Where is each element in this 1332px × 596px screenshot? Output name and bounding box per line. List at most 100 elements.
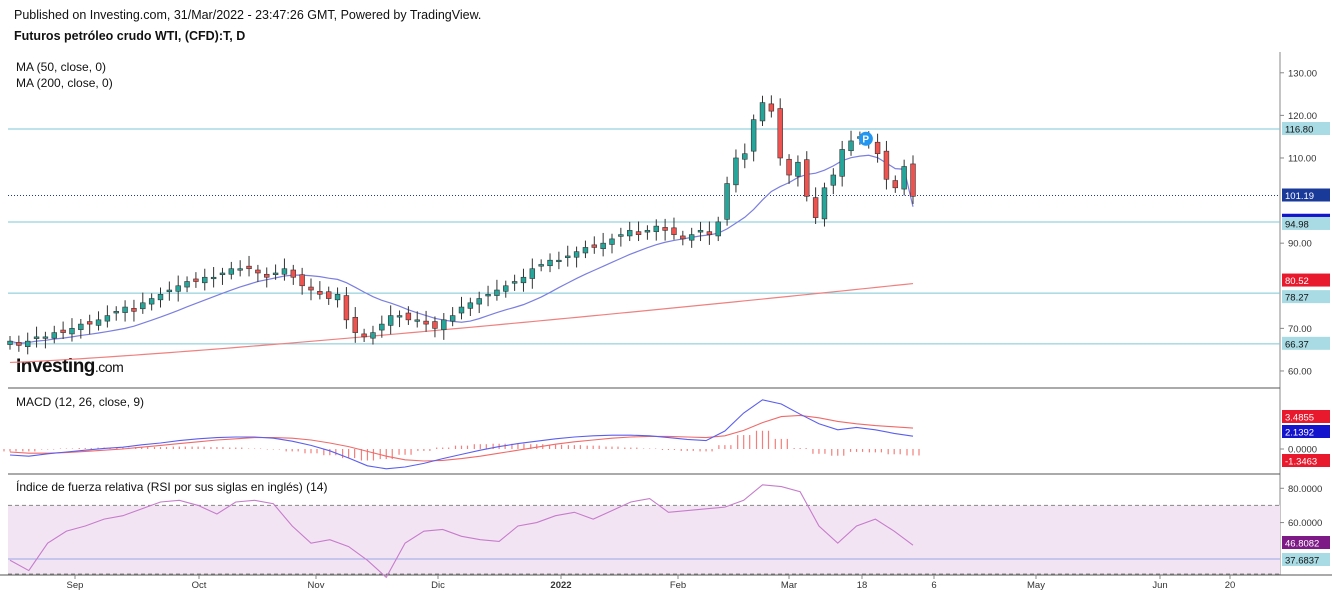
candle <box>343 295 350 321</box>
candle <box>874 141 881 155</box>
candle <box>86 321 93 325</box>
candle <box>441 319 447 330</box>
candle <box>635 231 642 235</box>
candle <box>812 197 819 218</box>
price-badge-label: 94.98 <box>1285 219 1309 230</box>
macd-legend: MACD (12, 26, close, 9) <box>16 395 145 409</box>
price-badge-label: 78.27 <box>1285 293 1309 304</box>
time-tick-label: 2022 <box>550 580 571 591</box>
price-badge <box>1282 273 1330 287</box>
candle <box>795 161 801 177</box>
candle <box>432 321 438 329</box>
candle <box>573 251 580 258</box>
ma200-line <box>9 282 914 364</box>
ma50-legend: MA (50, close, 0) <box>16 60 107 74</box>
candle <box>680 235 686 240</box>
candle <box>396 315 403 318</box>
candle <box>210 276 217 280</box>
event-marker-icon <box>858 131 873 146</box>
price-badge <box>1282 336 1330 350</box>
candle <box>228 268 235 275</box>
candle <box>750 119 757 152</box>
candle <box>104 315 111 322</box>
candle <box>724 183 730 220</box>
macd-badge <box>1282 410 1330 423</box>
macd-signal-line <box>9 414 914 462</box>
candle <box>264 273 270 278</box>
candle <box>901 166 907 190</box>
candle <box>733 157 739 186</box>
price-tick-label: 60.00 <box>1288 366 1312 377</box>
price-badge-label: 116.80 <box>1285 125 1313 136</box>
candle <box>299 274 305 287</box>
candle <box>308 286 314 291</box>
published-note: Published on Investing.com, 31/Mar/2022 … <box>14 8 482 22</box>
candle <box>777 108 783 159</box>
ma50-line <box>9 154 914 344</box>
candle <box>60 329 66 333</box>
time-tick-label: Sep <box>67 580 84 591</box>
candle <box>370 332 376 339</box>
candle <box>237 268 243 271</box>
candle <box>405 312 412 321</box>
candle <box>414 319 420 322</box>
ma200-legend: MA (200, close, 0) <box>16 76 113 90</box>
candle <box>131 308 137 312</box>
candle <box>706 231 713 235</box>
candle <box>848 140 854 152</box>
time-tick-label: Oct <box>192 580 207 591</box>
candle <box>184 281 190 288</box>
candle <box>626 230 633 237</box>
candle <box>281 268 288 275</box>
time-tick-label: Mar <box>781 580 797 591</box>
rsi-tick-label: 80.0000 <box>1288 484 1322 495</box>
time-tick-label: Nov <box>308 580 325 591</box>
candle <box>246 265 252 270</box>
candle <box>449 315 456 322</box>
time-tick-label: 18 <box>857 580 868 591</box>
price-tick-label: 90.00 <box>1288 239 1312 250</box>
candle <box>458 306 465 314</box>
candle <box>361 333 367 338</box>
candle <box>538 264 544 267</box>
candle <box>786 158 792 176</box>
candle <box>547 259 553 267</box>
candle <box>618 234 624 237</box>
macd-badge-label: -1.3463 <box>1285 457 1317 468</box>
candle <box>892 180 899 189</box>
candle <box>644 230 651 233</box>
candle <box>193 278 199 282</box>
candle <box>830 174 837 186</box>
candle <box>565 255 571 258</box>
rsi-legend: Índice de fuerza relativa (RSI por sus s… <box>16 480 328 494</box>
candle <box>671 227 677 235</box>
rsi-tick-label: 60.0000 <box>1288 518 1322 529</box>
candle <box>591 244 598 248</box>
candle <box>113 311 119 314</box>
candle <box>662 227 668 231</box>
candle <box>272 272 279 275</box>
rsi-badge <box>1282 536 1330 549</box>
candle <box>883 150 890 180</box>
price-tick-label: 120.00 <box>1288 111 1317 122</box>
candle <box>140 302 146 310</box>
candle <box>485 293 491 297</box>
candle <box>582 247 589 254</box>
price-badge-label: 66.37 <box>1285 339 1309 350</box>
price-tick-label: 130.00 <box>1288 68 1317 79</box>
candle <box>503 285 509 292</box>
candle <box>423 320 429 325</box>
candle <box>255 269 261 274</box>
candle <box>352 316 358 333</box>
candle <box>7 340 13 345</box>
candle <box>42 336 49 339</box>
candle <box>24 340 31 347</box>
candle <box>202 276 208 284</box>
candle <box>219 272 226 275</box>
candle <box>122 306 128 313</box>
macd-line <box>9 399 914 470</box>
macd-badge-label: 3.4855 <box>1285 413 1314 424</box>
time-tick-label: Feb <box>670 580 686 591</box>
time-tick-label: May <box>1027 580 1045 591</box>
